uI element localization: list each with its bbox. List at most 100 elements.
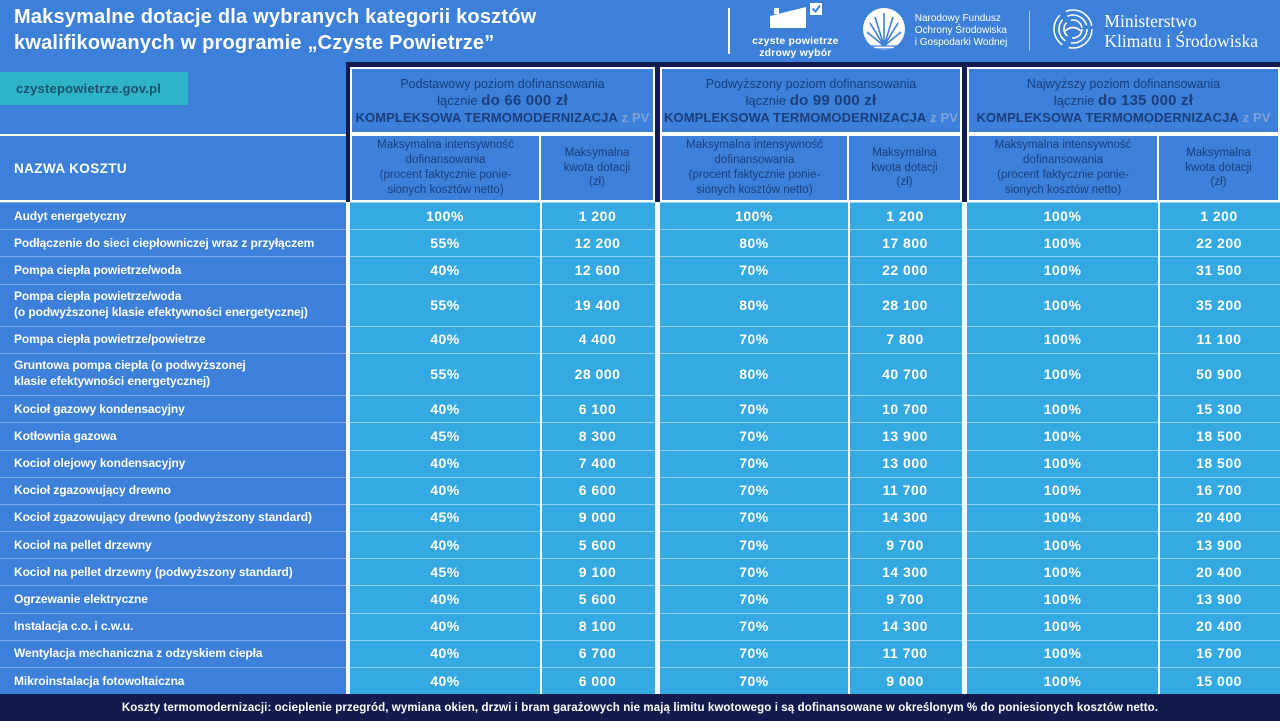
column-divider [962,558,967,586]
column-divider [346,476,350,504]
intensity-cell: 100% [660,202,848,230]
amount-cell: 11 100 [1158,325,1280,353]
czyste-powietrze-logo: czyste powietrze zdrowy wybór [752,2,839,60]
amount-cell: 6 700 [540,639,655,667]
column-headers-row: NAZWA KOSZTU Maksymalna intensywność dof… [0,134,1280,202]
intensity-cell: 100% [967,476,1158,504]
column-divider [346,256,350,284]
tree-icon [861,6,907,57]
column-divider [346,558,350,586]
amount-cell: 20 400 [1158,558,1280,586]
amount-cell: 40 700 [848,352,962,396]
amount-cell: 7 800 [848,325,962,353]
intensity-cell: 45% [350,558,540,586]
intensity-cell: 70% [660,667,848,695]
amount-cell: 50 900 [1158,352,1280,396]
intensity-cell: 70% [660,558,848,586]
amount-cell: 9 700 [848,585,962,613]
intensity-cell: 40% [350,476,540,504]
amount-cell: 7 400 [540,449,655,477]
amount-cell: 16 700 [1158,639,1280,667]
table-row: Wentylacja mechaniczna z odzyskiem ciepł… [0,639,1280,667]
table-row: Pompa ciepła powietrze/powietrze 40% 4 4… [0,325,1280,353]
intensity-column-header: Maksymalna intensywność dofinansowania (… [350,134,540,202]
website-badge[interactable]: czystepowietrze.gov.pl [0,72,188,105]
amount-cell: 28 100 [848,283,962,326]
cost-name: Kocioł na pellet drzewny [0,531,346,559]
column-divider [346,422,350,450]
cost-name: Instalacja c.o. i c.w.u. [0,612,346,640]
column-divider [655,422,660,450]
funding-level-header-increased: Podwyższony poziom dofinansowania łączni… [660,67,962,134]
amount-column-header: Maksymalna kwota dotacji (zł) [1158,134,1280,202]
intensity-cell: 70% [660,256,848,284]
intensity-cell: 100% [967,256,1158,284]
column-divider [655,503,660,532]
column-divider [346,325,350,353]
intensity-cell: 40% [350,449,540,477]
column-divider [346,612,350,640]
amount-cell: 5 600 [540,585,655,613]
cost-name: Pompa ciepła powietrze/woda [0,256,346,284]
logo-divider [1029,11,1031,51]
column-divider [962,229,967,257]
nfosigw-logo-line1: Narodowy Fundusz [914,12,1001,24]
intensity-cell: 100% [967,639,1158,667]
cost-name: Audyt energetyczny [0,202,346,230]
amount-cell: 31 500 [1158,256,1280,284]
amount-cell: 18 500 [1158,449,1280,477]
cost-name: Mikroinstalacja fotowoltaiczna [0,667,346,695]
eagle-fingerprint-icon [1052,8,1094,55]
intensity-cell: 70% [660,449,848,477]
amount-cell: 10 700 [848,395,962,423]
amount-cell: 15 000 [1158,667,1280,695]
amount-cell: 1 200 [540,202,655,230]
amount-cell: 8 100 [540,612,655,640]
intensity-cell: 100% [350,202,540,230]
column-divider [346,503,350,532]
intensity-cell: 100% [967,395,1158,423]
amount-cell: 13 900 [1158,585,1280,613]
cost-name: Kotłownia gazowa [0,422,346,450]
amount-column-header: Maksymalna kwota dotacji (zł) [848,134,962,202]
table-row: Podłączenie do sieci ciepłowniczej wraz … [0,229,1280,257]
amount-cell: 15 300 [1158,395,1280,423]
czyste-powietrze-logo-line2: zdrowy wybór [759,46,832,59]
intensity-cell: 70% [660,531,848,559]
column-divider [655,229,660,257]
column-divider [962,531,967,559]
name-column-header: NAZWA KOSZTU [0,134,346,202]
table-row: Kocioł na pellet drzewny (podwyższony st… [0,558,1280,586]
amount-cell: 5 600 [540,531,655,559]
cost-name: Kocioł zgazowujący drewno (podwyższony s… [0,503,346,532]
ministry-logo: Ministerstwo Klimatu i Środowiska [1052,8,1258,55]
amount-cell: 20 400 [1158,612,1280,640]
column-divider [962,585,967,613]
table-row: Kocioł na pellet drzewny 40% 5 600 70% 9… [0,531,1280,559]
intensity-cell: 55% [350,229,540,257]
intensity-cell: 70% [660,503,848,532]
intensity-cell: 70% [660,639,848,667]
funding-level-header-highest: Najwyższy poziom dofinansowania łącznie … [967,67,1280,134]
intensity-cell: 40% [350,585,540,613]
funding-level-header-basic: Podstawowy poziom dofinansowania łącznie… [350,67,655,134]
amount-cell: 6 100 [540,395,655,423]
column-divider [655,449,660,477]
intensity-cell: 80% [660,229,848,257]
amount-cell: 28 000 [540,352,655,396]
cost-name: Kocioł na pellet drzewny (podwyższony st… [0,558,346,586]
amount-cell: 35 200 [1158,283,1280,326]
czyste-powietrze-logo-line1: czyste powietrze [752,34,839,47]
amount-cell: 17 800 [848,229,962,257]
column-divider [962,256,967,284]
intensity-cell: 40% [350,612,540,640]
amount-cell: 14 300 [848,612,962,640]
column-divider [346,639,350,667]
amount-cell: 4 400 [540,325,655,353]
amount-cell: 14 300 [848,558,962,586]
column-divider [655,667,660,695]
intensity-cell: 40% [350,395,540,423]
amount-cell: 13 900 [1158,531,1280,559]
amount-cell: 11 700 [848,476,962,504]
column-divider [962,325,967,353]
